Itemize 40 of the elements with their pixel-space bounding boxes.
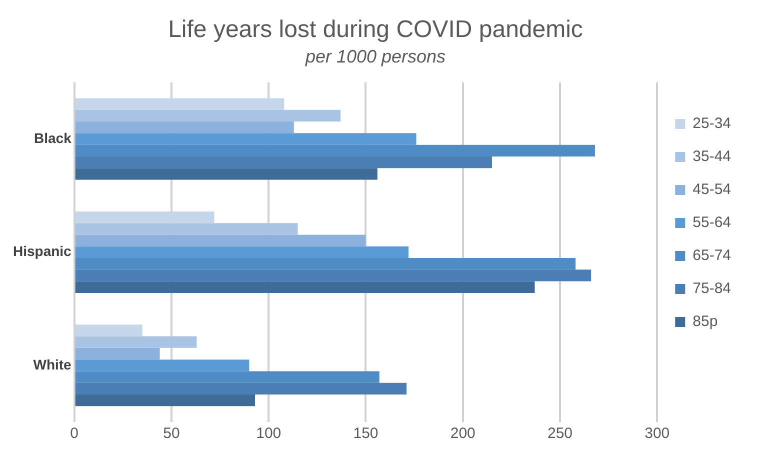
y-tick-label: Black: [34, 130, 72, 146]
bar: [75, 246, 408, 258]
chart-title: Life years lost during COVID pandemic: [168, 16, 583, 44]
bar: [75, 98, 284, 110]
y-tick-label: White: [33, 356, 72, 372]
bar: [75, 336, 197, 348]
x-tick-label: 250: [547, 425, 573, 442]
bar: [75, 211, 214, 224]
bar: [75, 110, 340, 122]
x-tick-label: 150: [353, 425, 378, 442]
bar: [75, 360, 250, 372]
legend-label: 85p: [692, 313, 718, 330]
bar: [75, 258, 576, 270]
x-tick-label: 100: [256, 425, 282, 442]
bar: [75, 371, 380, 383]
bar: [75, 234, 366, 246]
y-tick-label: Hispanic: [12, 243, 72, 260]
bar: [75, 133, 416, 145]
bar: [75, 223, 298, 235]
bar: [75, 382, 407, 395]
legend-label: 75-84: [692, 280, 732, 298]
x-tick-label: 300: [644, 425, 670, 442]
bar: [75, 270, 592, 282]
bar: [75, 394, 256, 406]
legend-label: 65-74: [692, 247, 732, 264]
x-tick-label: 200: [450, 425, 476, 442]
bar: [75, 324, 142, 336]
bar: [75, 348, 160, 360]
bar: [75, 122, 294, 134]
legend-label: 25-34: [692, 115, 732, 132]
legend-label: 35-44: [692, 148, 732, 166]
legend-label: 55-64: [692, 214, 732, 232]
x-tick-label: 0: [70, 425, 79, 442]
bar: [75, 168, 378, 180]
bar: [75, 144, 595, 156]
chart-subtitle: per 1000 persons: [304, 46, 446, 67]
legend-label: 45-54: [692, 181, 732, 198]
bar: [75, 281, 535, 293]
x-tick-label: 50: [163, 425, 180, 442]
bar: [75, 156, 492, 168]
